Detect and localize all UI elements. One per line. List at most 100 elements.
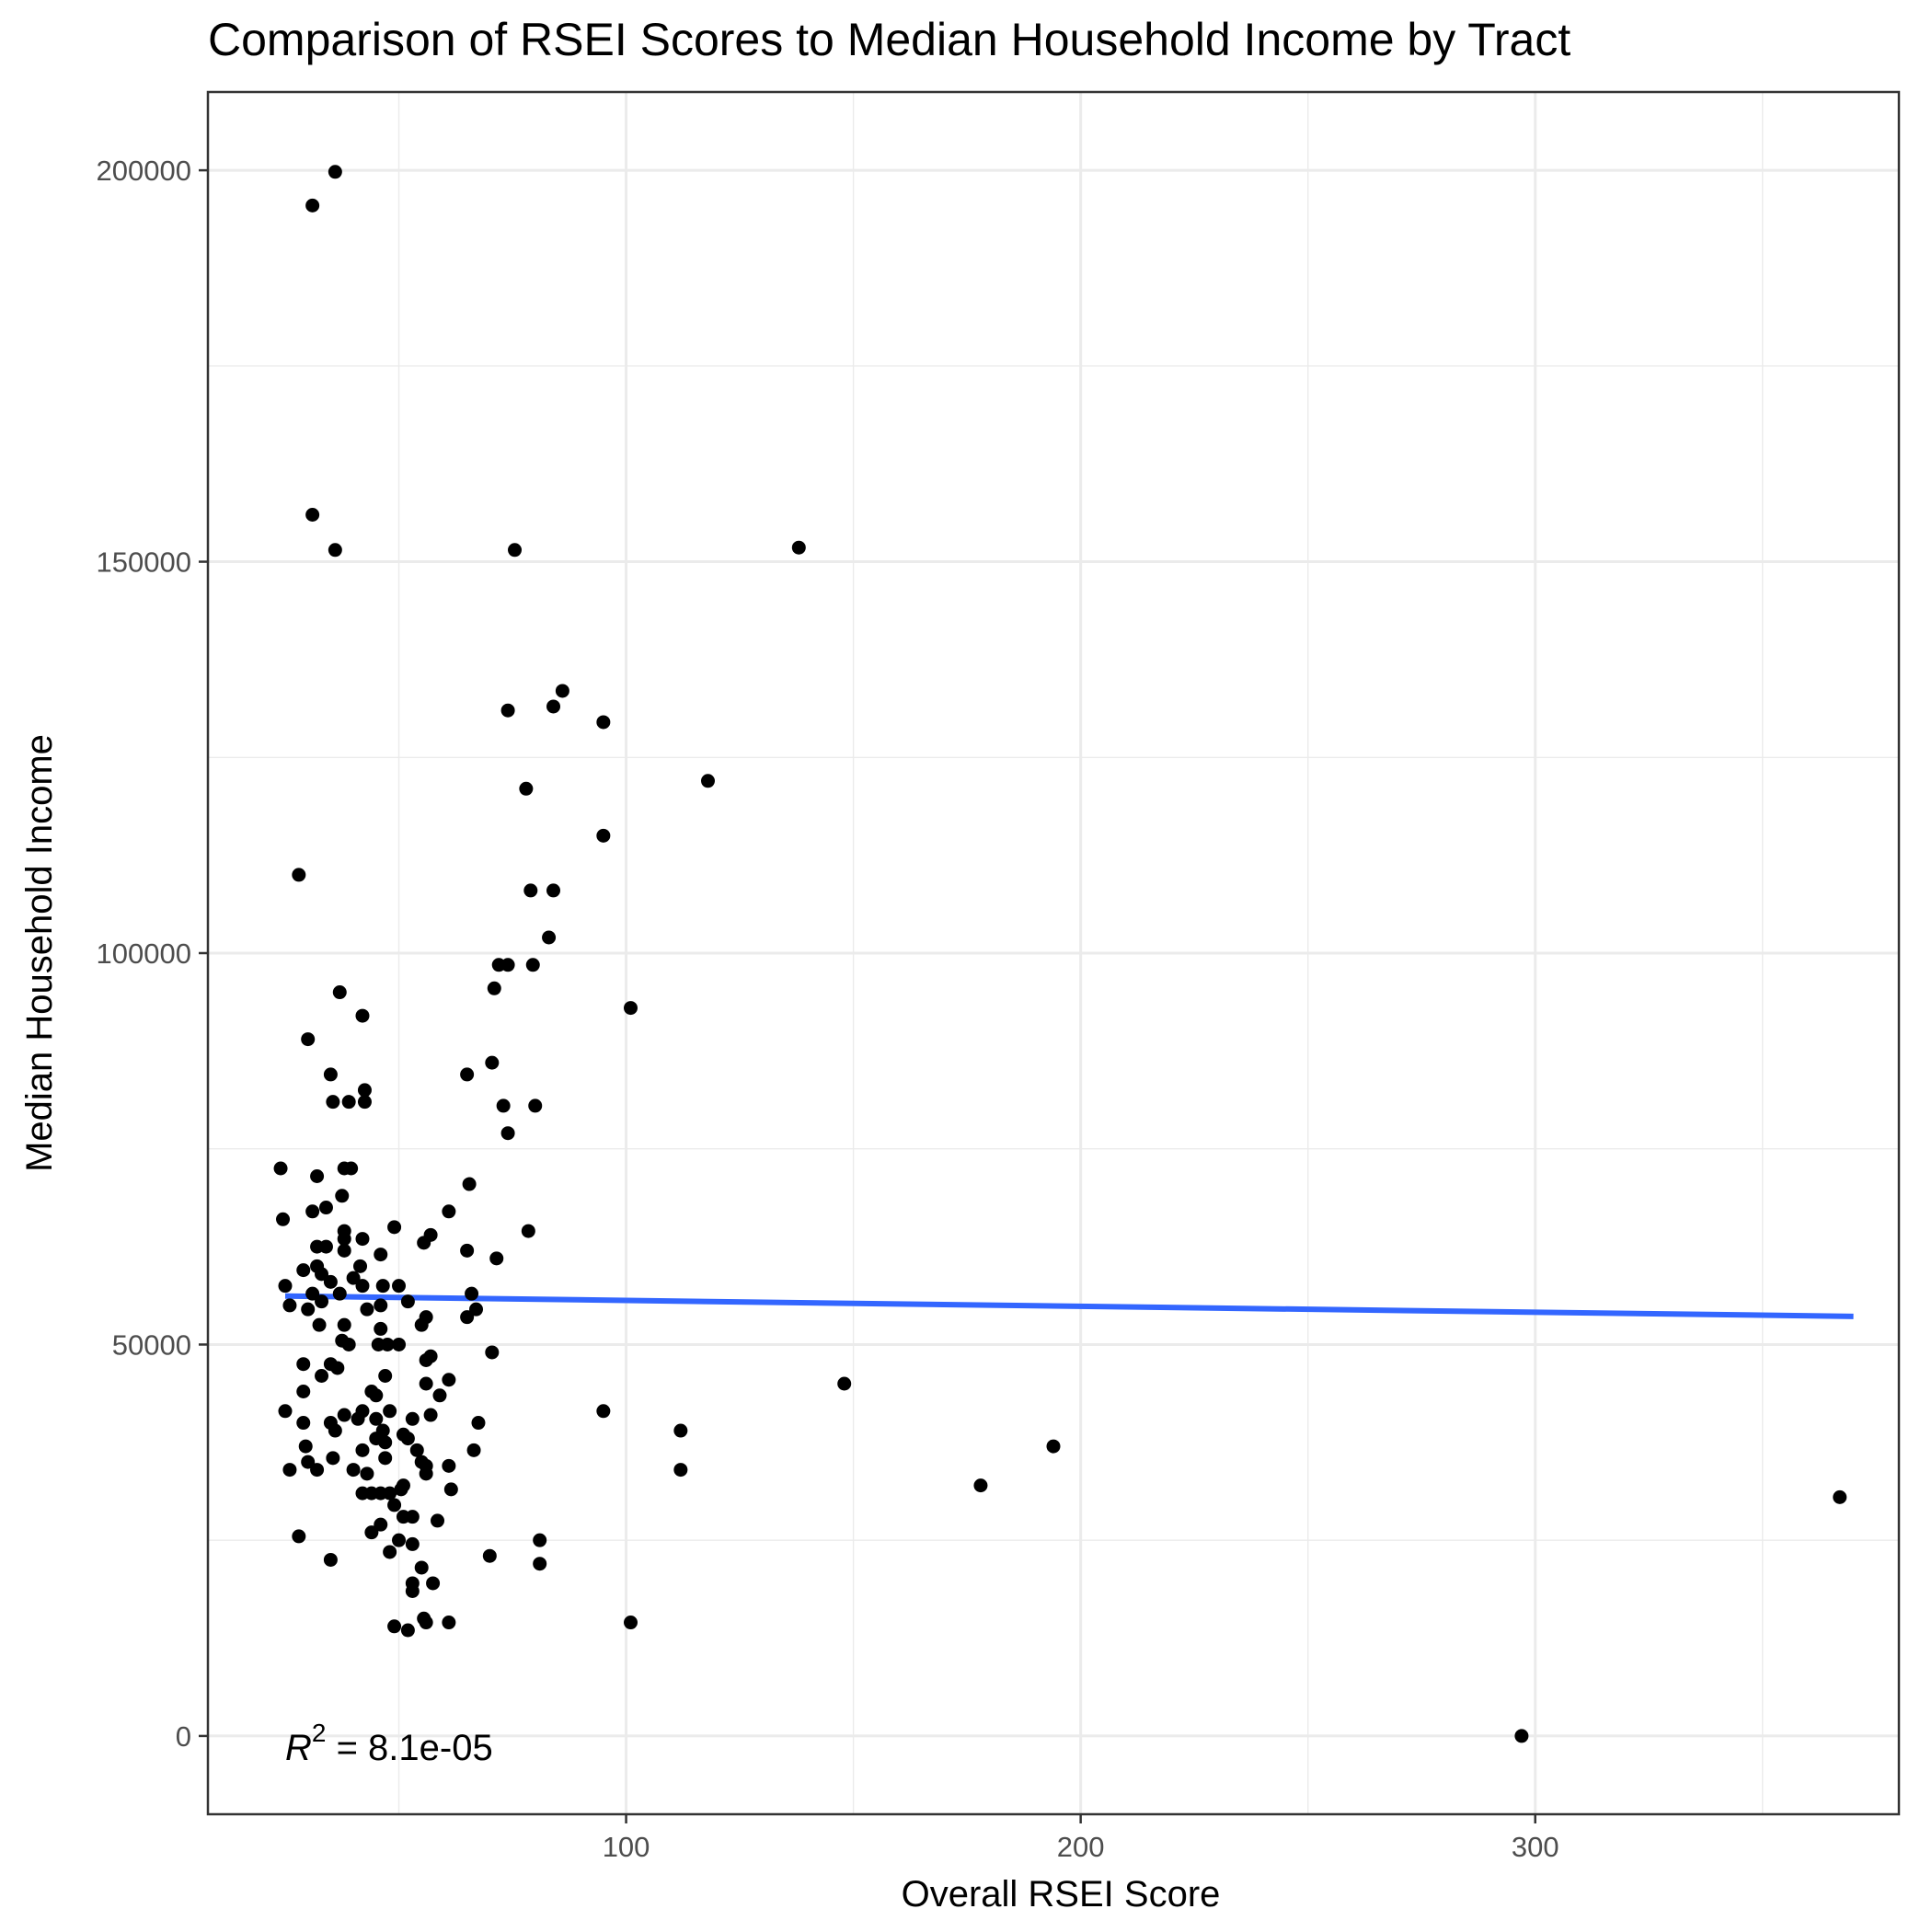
data-point xyxy=(482,1548,497,1563)
regression-layer xyxy=(284,1293,1854,1319)
svg-text:R2 = 8.1e-05: R2 = 8.1e-05 xyxy=(285,1719,493,1768)
data-point xyxy=(332,1286,347,1301)
data-point xyxy=(378,1451,393,1466)
y-tick-label: 50000 xyxy=(112,1328,191,1361)
data-point xyxy=(310,1463,325,1478)
data-point xyxy=(310,1169,325,1184)
data-point xyxy=(323,1274,338,1289)
data-point xyxy=(400,1432,415,1446)
data-point xyxy=(432,1388,447,1403)
data-point xyxy=(431,1513,445,1528)
data-point xyxy=(335,1189,350,1203)
data-point xyxy=(624,1616,638,1630)
data-point xyxy=(387,1619,402,1634)
data-point xyxy=(301,1302,316,1317)
r-squared-power: 2 xyxy=(312,1719,327,1747)
data-point xyxy=(383,1486,397,1501)
data-point xyxy=(383,1404,397,1419)
data-point xyxy=(523,883,538,898)
data-point xyxy=(465,1286,479,1301)
r-squared-value: = 8.1e-05 xyxy=(326,1728,492,1768)
data-point xyxy=(301,1032,316,1047)
data-point xyxy=(374,1298,388,1313)
data-point xyxy=(305,198,320,213)
data-point xyxy=(332,985,347,1000)
data-point xyxy=(369,1388,384,1403)
data-point xyxy=(341,1095,356,1110)
data-point xyxy=(374,1517,388,1532)
data-point xyxy=(305,1204,320,1219)
y-tick-label: 0 xyxy=(176,1720,191,1753)
data-point xyxy=(596,715,611,730)
data-point xyxy=(296,1357,311,1372)
data-point xyxy=(443,1482,458,1497)
data-point xyxy=(542,930,557,945)
data-point xyxy=(533,1533,547,1547)
data-point xyxy=(1046,1439,1061,1454)
data-point xyxy=(442,1616,456,1630)
data-point xyxy=(471,1416,486,1431)
data-point xyxy=(305,1286,320,1301)
data-point xyxy=(318,1239,333,1254)
data-point xyxy=(673,1423,688,1438)
data-point xyxy=(292,1529,306,1544)
data-point xyxy=(521,1224,535,1238)
major-gridlines xyxy=(208,92,1899,1814)
data-point xyxy=(405,1510,420,1524)
data-point xyxy=(326,1095,340,1110)
data-point xyxy=(485,1055,500,1070)
data-point xyxy=(364,1525,379,1540)
data-point xyxy=(360,1302,374,1317)
data-point xyxy=(337,1232,351,1247)
data-point xyxy=(400,1623,415,1638)
axes: 100 200 300 0 50000 100000 150000 200000 xyxy=(97,155,1559,1863)
data-point xyxy=(387,1498,402,1512)
data-point xyxy=(837,1376,852,1391)
data-point xyxy=(326,1451,340,1466)
data-point xyxy=(282,1463,297,1478)
chart-title: Comparison of RSEI Scores to Median Hous… xyxy=(208,14,1570,65)
data-point xyxy=(419,1376,433,1391)
data-point xyxy=(426,1576,441,1591)
data-point xyxy=(315,1294,329,1309)
data-point xyxy=(346,1463,361,1478)
data-point xyxy=(528,1098,543,1113)
data-point xyxy=(296,1263,311,1278)
data-point xyxy=(296,1416,311,1431)
x-axis-title: Overall RSEI Score xyxy=(902,1874,1221,1915)
data-point xyxy=(533,1557,547,1571)
data-point xyxy=(360,1466,374,1481)
data-point xyxy=(355,1279,370,1294)
data-point xyxy=(323,1067,338,1082)
data-point xyxy=(282,1298,297,1313)
data-point xyxy=(315,1368,329,1383)
data-point xyxy=(305,507,320,522)
data-point xyxy=(423,1408,438,1422)
data-point xyxy=(392,1279,407,1294)
data-point xyxy=(278,1404,293,1419)
data-point xyxy=(487,981,501,995)
data-point xyxy=(369,1411,384,1426)
data-point xyxy=(419,1616,433,1630)
data-point xyxy=(519,781,534,796)
data-point xyxy=(673,1463,688,1478)
data-point xyxy=(323,1552,338,1567)
data-point xyxy=(344,1161,359,1176)
data-point xyxy=(546,699,561,714)
data-point xyxy=(396,1478,410,1493)
data-point xyxy=(596,1404,611,1419)
data-point xyxy=(460,1310,475,1325)
data-point xyxy=(355,1443,370,1457)
x-tick-label: 100 xyxy=(603,1831,650,1863)
data-point xyxy=(414,1317,429,1332)
data-point xyxy=(375,1279,390,1294)
data-point xyxy=(423,1349,438,1363)
data-point xyxy=(318,1201,333,1215)
data-point xyxy=(1833,1489,1847,1504)
data-point xyxy=(417,1236,431,1250)
data-point xyxy=(496,1098,511,1113)
data-point xyxy=(374,1321,388,1336)
data-point xyxy=(355,1008,370,1023)
data-point xyxy=(337,1243,351,1258)
y-tick-label: 100000 xyxy=(97,937,191,970)
